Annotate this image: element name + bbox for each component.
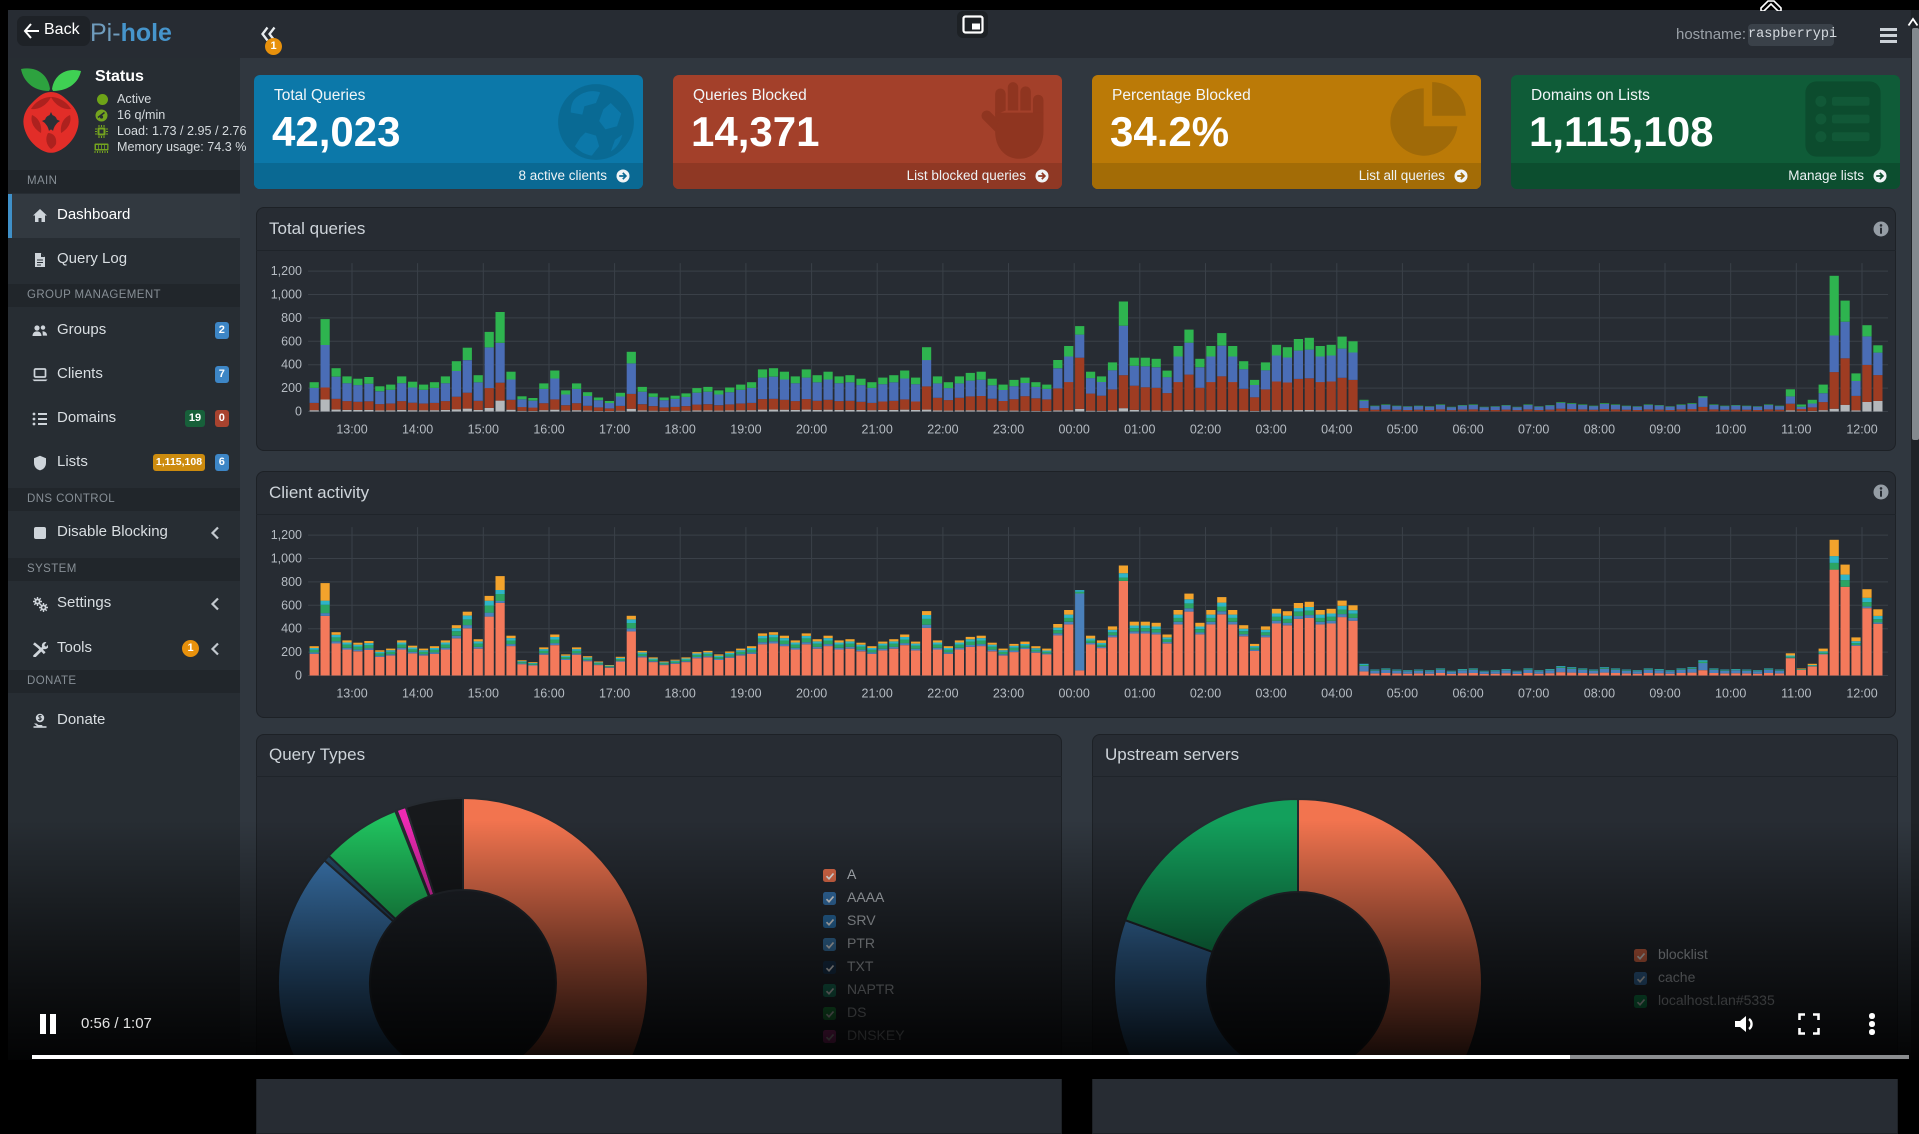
svg-text:800: 800 bbox=[281, 575, 302, 589]
svg-text:11:00: 11:00 bbox=[1781, 423, 1811, 437]
svg-text:20:00: 20:00 bbox=[796, 423, 827, 437]
svg-text:00:00: 00:00 bbox=[1059, 423, 1090, 437]
svg-text:17:00: 17:00 bbox=[599, 423, 630, 437]
svg-text:12:00: 12:00 bbox=[1846, 423, 1877, 437]
svg-text:400: 400 bbox=[281, 622, 302, 636]
svg-text:12:00: 12:00 bbox=[1846, 687, 1877, 701]
svg-text:14:00: 14:00 bbox=[402, 687, 433, 701]
svg-text:22:00: 22:00 bbox=[927, 423, 958, 437]
svg-text:07:00: 07:00 bbox=[1518, 423, 1549, 437]
svg-text:16:00: 16:00 bbox=[533, 423, 564, 437]
svg-text:19:00: 19:00 bbox=[730, 423, 761, 437]
svg-text:23:00: 23:00 bbox=[993, 423, 1024, 437]
svg-text:09:00: 09:00 bbox=[1649, 687, 1680, 701]
svg-text:200: 200 bbox=[281, 645, 302, 659]
svg-text:07:00: 07:00 bbox=[1518, 687, 1549, 701]
svg-text:11:00: 11:00 bbox=[1781, 687, 1811, 701]
svg-text:15:00: 15:00 bbox=[468, 687, 499, 701]
svg-text:02:00: 02:00 bbox=[1190, 687, 1221, 701]
svg-text:01:00: 01:00 bbox=[1124, 423, 1155, 437]
svg-text:0: 0 bbox=[295, 405, 302, 419]
svg-text:1,000: 1,000 bbox=[271, 288, 302, 302]
svg-text:03:00: 03:00 bbox=[1255, 687, 1286, 701]
svg-text:400: 400 bbox=[281, 358, 302, 372]
svg-text:01:00: 01:00 bbox=[1124, 687, 1155, 701]
svg-text:800: 800 bbox=[281, 311, 302, 325]
svg-text:19:00: 19:00 bbox=[730, 687, 761, 701]
svg-text:10:00: 10:00 bbox=[1715, 423, 1746, 437]
svg-text:10:00: 10:00 bbox=[1715, 687, 1746, 701]
svg-text:600: 600 bbox=[281, 598, 302, 612]
svg-text:14:00: 14:00 bbox=[402, 423, 433, 437]
svg-text:1,200: 1,200 bbox=[271, 264, 302, 278]
svg-text:21:00: 21:00 bbox=[862, 423, 893, 437]
svg-text:08:00: 08:00 bbox=[1584, 423, 1615, 437]
svg-text:13:00: 13:00 bbox=[336, 687, 367, 701]
svg-text:21:00: 21:00 bbox=[862, 687, 893, 701]
svg-text:16:00: 16:00 bbox=[533, 687, 564, 701]
svg-text:200: 200 bbox=[281, 381, 302, 395]
svg-text:18:00: 18:00 bbox=[665, 423, 696, 437]
svg-text:03:00: 03:00 bbox=[1255, 423, 1286, 437]
svg-text:08:00: 08:00 bbox=[1584, 687, 1615, 701]
svg-text:05:00: 05:00 bbox=[1387, 423, 1418, 437]
svg-text:04:00: 04:00 bbox=[1321, 423, 1352, 437]
svg-text:05:00: 05:00 bbox=[1387, 687, 1418, 701]
svg-text:04:00: 04:00 bbox=[1321, 687, 1352, 701]
svg-text:15:00: 15:00 bbox=[468, 423, 499, 437]
svg-text:20:00: 20:00 bbox=[796, 687, 827, 701]
svg-text:22:00: 22:00 bbox=[927, 687, 958, 701]
svg-text:00:00: 00:00 bbox=[1059, 687, 1090, 701]
svg-text:02:00: 02:00 bbox=[1190, 423, 1221, 437]
svg-text:06:00: 06:00 bbox=[1452, 687, 1483, 701]
svg-text:13:00: 13:00 bbox=[336, 423, 367, 437]
svg-text:17:00: 17:00 bbox=[599, 687, 630, 701]
svg-text:1,000: 1,000 bbox=[271, 552, 302, 566]
svg-text:18:00: 18:00 bbox=[665, 687, 696, 701]
svg-text:06:00: 06:00 bbox=[1452, 423, 1483, 437]
svg-text:23:00: 23:00 bbox=[993, 687, 1024, 701]
svg-text:1,200: 1,200 bbox=[271, 528, 302, 542]
svg-text:600: 600 bbox=[281, 334, 302, 348]
svg-text:0: 0 bbox=[295, 669, 302, 683]
svg-text:09:00: 09:00 bbox=[1649, 423, 1680, 437]
